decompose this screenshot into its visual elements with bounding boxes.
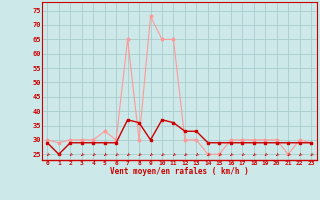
X-axis label: Vent moyen/en rafales ( km/h ): Vent moyen/en rafales ( km/h ) bbox=[110, 167, 249, 176]
